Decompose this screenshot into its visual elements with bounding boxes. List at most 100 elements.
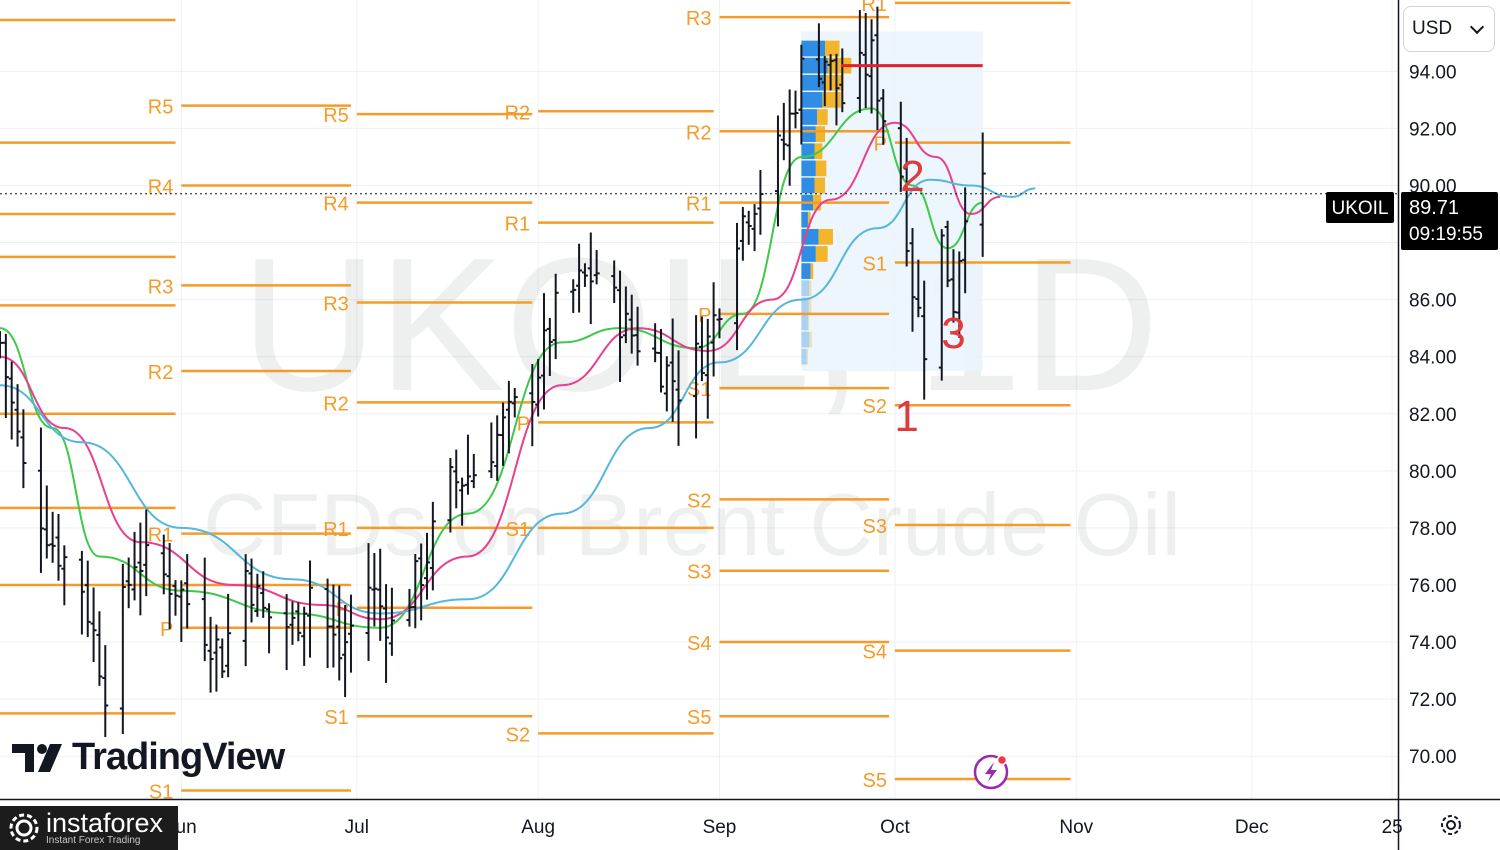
volume-profile-down-bar xyxy=(809,331,812,348)
ohlc-bar xyxy=(821,56,828,107)
time-tick-label: Dec xyxy=(1235,817,1269,838)
ohlc-bar xyxy=(166,543,173,630)
pivot-label: R1 xyxy=(148,525,174,547)
ohlc-bar xyxy=(406,588,413,627)
ohlc-bar xyxy=(347,594,354,673)
ohlc-bar xyxy=(254,573,261,617)
pivot-label: S4 xyxy=(687,633,711,655)
ohlc-bar xyxy=(8,361,15,440)
ohlc-bar xyxy=(581,263,588,287)
price-tick-label: 92.00 xyxy=(1409,119,1457,140)
instaforex-gear-icon xyxy=(9,813,39,843)
ohlc-bar xyxy=(84,560,91,638)
pivot-label: P xyxy=(698,305,711,327)
price-tick-label: 94.00 xyxy=(1409,62,1457,83)
ohlc-bar xyxy=(880,89,887,145)
pivot-label: S5 xyxy=(862,770,886,792)
settings-gear-icon[interactable] xyxy=(1436,810,1466,840)
ohlc-bar xyxy=(529,364,536,447)
volume-profile-up-bar xyxy=(801,331,810,348)
ohlc-bar xyxy=(96,611,103,686)
ohlc-bar xyxy=(429,501,436,591)
tradingview-logo[interactable]: TradingView xyxy=(12,736,285,779)
ohlc-bar xyxy=(119,563,126,735)
time-tick-label: Nov xyxy=(1059,817,1093,838)
pivot-label: S3 xyxy=(862,516,886,538)
ohlc-bar xyxy=(453,449,460,509)
ohlc-bar xyxy=(342,605,349,698)
volume-profile-down-bar xyxy=(809,280,812,297)
ohlc-bar xyxy=(260,571,267,618)
pivot-label: P xyxy=(160,619,173,641)
price-tick-label: 82.00 xyxy=(1409,405,1457,426)
alert-lightning-icon[interactable] xyxy=(973,754,1009,790)
pivot-label: S1 xyxy=(862,254,886,276)
price-axis[interactable]: 70.00 72.00 74.00 76.00 78.00 80.00 82.00 84.00… xyxy=(1409,62,1457,768)
ohlc-bar xyxy=(546,317,553,376)
pivot-label: R2 xyxy=(505,102,531,124)
tradingview-wordmark: TradingView xyxy=(72,736,285,778)
volume-profile-up-bar xyxy=(801,40,826,57)
time-tick-label: Sep xyxy=(703,817,737,838)
ohlc-bar xyxy=(704,318,711,419)
ohlc-bar xyxy=(459,477,466,526)
volume-profile-up-bar xyxy=(801,177,815,194)
ohlc-bar xyxy=(505,380,512,454)
ohlc-bar xyxy=(611,260,618,304)
volume-profile-down-bar xyxy=(807,314,810,331)
ohlc-bar xyxy=(652,323,659,363)
volume-profile-up-bar xyxy=(801,160,816,177)
ohlc-bar xyxy=(301,606,308,666)
volume-profile-down-bar xyxy=(815,246,828,262)
volume-profile-up-bar xyxy=(801,74,824,91)
instaforex-logo: instaforex Instant Forex Trading xyxy=(0,806,178,850)
time-axis[interactable]: Jun Jul Aug Sep Oct Nov Dec 25 xyxy=(166,817,1403,838)
ohlc-bar xyxy=(14,384,21,447)
volume-profile-up-bar xyxy=(801,280,810,297)
ohlc-bar xyxy=(962,187,969,294)
ohlc-bar xyxy=(219,638,226,678)
volume-profile-up-bar xyxy=(801,297,809,314)
ohlc-bar xyxy=(37,427,44,573)
ohlc-bar xyxy=(593,250,600,285)
ohlc-bar xyxy=(295,602,302,642)
ohlc-bar xyxy=(160,534,167,595)
ohlc-bar xyxy=(266,603,273,654)
pivot-label: R5 xyxy=(323,105,349,127)
ohlc-bar xyxy=(201,557,208,662)
ohlc-bar xyxy=(137,522,144,616)
ohlc-bar xyxy=(903,137,910,267)
ohlc-bar xyxy=(172,580,179,616)
watermark-symbol: UKOIL, 1D xyxy=(241,219,1160,431)
pivot-label: R4 xyxy=(148,176,174,198)
ohlc-bar xyxy=(307,560,314,658)
volume-profile-down-bar xyxy=(808,297,812,314)
ohlc-bar xyxy=(634,306,641,366)
currency-select[interactable]: USD xyxy=(1403,6,1495,52)
chevron-down-icon xyxy=(1469,19,1485,34)
volume-profile-down-bar xyxy=(817,109,828,125)
ohlc-bar xyxy=(827,54,834,91)
ohlc-bar xyxy=(862,12,869,109)
ohlc-bar xyxy=(494,415,501,481)
volume-profile-up-bar xyxy=(801,126,816,142)
ohlc-bar xyxy=(739,207,746,261)
ohlc-bar xyxy=(897,101,904,192)
ohlc-bar xyxy=(184,554,191,629)
pivot-label: S1 xyxy=(324,707,348,729)
ohlc-bar xyxy=(178,580,185,642)
ohlc-bar xyxy=(839,48,846,113)
volume-profile-up-bar xyxy=(801,263,811,279)
ohlc-bar xyxy=(365,543,372,661)
ohlc-bar xyxy=(248,558,255,623)
volume-profile-down-bar xyxy=(815,160,827,177)
ohlc-bar xyxy=(710,282,717,377)
price-bars[interactable] xyxy=(0,6,986,738)
ohlc-bar xyxy=(956,251,963,339)
pivot-label: S2 xyxy=(862,396,886,418)
instaforex-tagline: Instant Forex Trading xyxy=(46,835,141,846)
ohlc-bar xyxy=(283,594,290,671)
ohlc-bar xyxy=(745,210,752,245)
ohlc-bar xyxy=(540,293,547,410)
